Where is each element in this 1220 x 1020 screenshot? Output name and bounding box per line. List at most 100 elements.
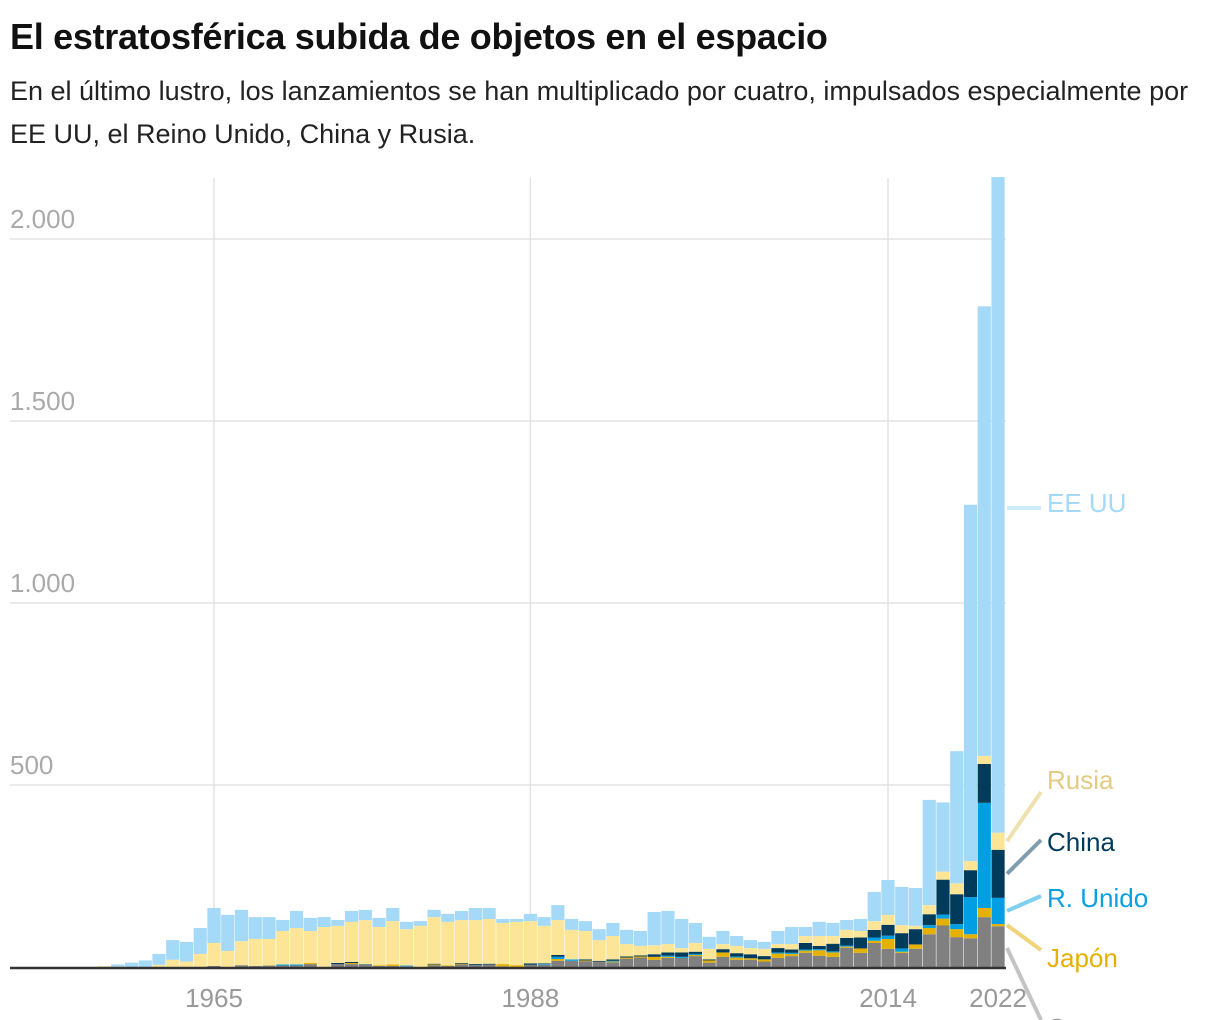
bar-segment-china	[702, 959, 716, 961]
bar-segment-china	[977, 763, 991, 803]
bar-segment-otros	[798, 952, 813, 967]
bar-segment-rusia	[743, 948, 758, 955]
bar-segment-ee-uu	[152, 953, 166, 965]
bar-segment-otros	[950, 937, 964, 967]
series-label: Japón	[1047, 943, 1118, 973]
bar-segment-rusia	[454, 920, 469, 963]
bar-segment-rusia	[276, 930, 290, 965]
bar-segment-otros	[922, 934, 936, 967]
bar-segment-otros	[826, 956, 840, 967]
bar-segment-rusia	[716, 944, 730, 950]
bar-segment-otros	[565, 960, 579, 967]
bar-segment-otros	[771, 957, 785, 967]
bar-segment-ee-uu	[592, 929, 606, 941]
bar-segment-china	[661, 952, 675, 956]
bar-segment-otros	[730, 959, 744, 967]
bar-segment-otros	[688, 956, 703, 967]
bar-segment-otros	[234, 965, 249, 967]
bar-segment-jap-n	[606, 961, 620, 963]
bar-segment-rusia	[867, 921, 881, 930]
bar-segment-rusia	[248, 938, 262, 966]
bar-segment-rusia	[358, 920, 372, 965]
bar-segment-otros	[537, 964, 551, 967]
bar-segment-rusia	[950, 883, 964, 895]
bar-segment-jap-n	[867, 940, 881, 943]
bar-segment-otros	[482, 964, 496, 967]
bar-segment-china	[840, 937, 854, 946]
bar-segment-china	[812, 945, 826, 950]
bar-segment-r-unido	[840, 945, 854, 947]
bar-segment-jap-n	[922, 928, 936, 935]
bar-segment-jap-n	[936, 918, 950, 926]
bar-segment-r-unido	[771, 952, 785, 954]
bar-segment-rusia	[537, 925, 551, 964]
bar-segment-r-unido	[881, 935, 895, 939]
bar-segment-otros	[606, 962, 620, 967]
bar-segment-china	[771, 948, 785, 953]
bar-segment-jap-n	[551, 958, 565, 961]
bar-segment-rusia	[771, 944, 785, 949]
series-labels: Otros Japón R. Unido China Rusia EE UU	[1005, 488, 1148, 1020]
bar-segment-otros	[785, 956, 799, 967]
bar-segment-otros	[743, 959, 758, 967]
bar-segment-china	[785, 949, 799, 953]
leader-line	[1005, 947, 1043, 1020]
bar-segment-rusia	[826, 936, 840, 944]
bar-segment-ee-uu	[991, 177, 1005, 833]
bar-segment-otros	[399, 966, 414, 967]
bar-segment-rusia	[496, 922, 510, 965]
bar-segment-jap-n	[853, 948, 868, 953]
bar-segment-china	[633, 955, 648, 957]
bar-segment-ee-uu	[372, 917, 386, 927]
bar-segment-rusia	[730, 945, 744, 954]
bar-segment-otros	[248, 965, 262, 967]
bar-segment-ee-uu	[248, 917, 262, 939]
bar-segment-ee-uu	[262, 917, 276, 939]
bar-segment-ee-uu	[289, 910, 304, 929]
bar-segment-ee-uu	[620, 929, 634, 945]
bar-segment-ee-uu	[482, 908, 496, 919]
bar-segment-otros	[276, 965, 290, 967]
bar-segment-ee-uu	[578, 921, 592, 931]
bar-segment-rusia	[207, 942, 221, 966]
bar-segment-otros	[331, 964, 345, 967]
bar-segment-jap-n	[771, 953, 785, 958]
bar-segment-rusia	[798, 936, 813, 943]
bar-segment-rusia	[688, 942, 703, 952]
bar-segment-otros	[262, 965, 276, 967]
bar-segment-ee-uu	[344, 910, 359, 922]
bar-segment-rusia	[647, 945, 661, 955]
bar-segment-jap-n	[661, 956, 675, 958]
bar-segment-china	[578, 959, 592, 961]
bar-segment-otros	[991, 926, 1005, 967]
bar-segment-rusia	[675, 948, 689, 953]
bar-segment-r-unido	[950, 924, 964, 930]
bar-segment-r-unido	[785, 952, 799, 954]
bar-segment-r-unido	[826, 951, 840, 953]
bar-segment-otros	[207, 965, 221, 967]
chart-title: El estratosférica subida de objetos en e…	[10, 16, 828, 57]
bar-segment-rusia	[977, 755, 991, 764]
bar-segment-jap-n	[963, 934, 978, 939]
bar-segment-rusia	[482, 918, 496, 964]
bar-segment-otros	[344, 964, 359, 967]
bar-segment-otros	[840, 947, 854, 967]
bar-segment-jap-n	[977, 908, 991, 918]
bar-segment-rusia	[152, 964, 166, 967]
bar-segment-rusia	[853, 930, 868, 938]
bar-segment-otros	[963, 938, 978, 967]
bar-segment-ee-uu	[138, 960, 152, 967]
bar-segment-china	[757, 956, 771, 960]
bar-segment-otros	[661, 957, 675, 967]
bar-segment-r-unido	[661, 955, 675, 957]
bar-segment-r-unido	[289, 964, 304, 966]
bar-segment-r-unido	[551, 956, 565, 959]
bar-segment-jap-n	[427, 964, 441, 966]
bar-segment-r-unido	[812, 949, 826, 951]
bar-segment-china	[620, 956, 634, 958]
bar-segment-ee-uu	[166, 940, 180, 960]
bars	[97, 177, 1005, 968]
bar-segment-otros	[386, 965, 400, 967]
bar-segment-otros	[716, 956, 730, 967]
bar-segment-china	[675, 952, 689, 957]
